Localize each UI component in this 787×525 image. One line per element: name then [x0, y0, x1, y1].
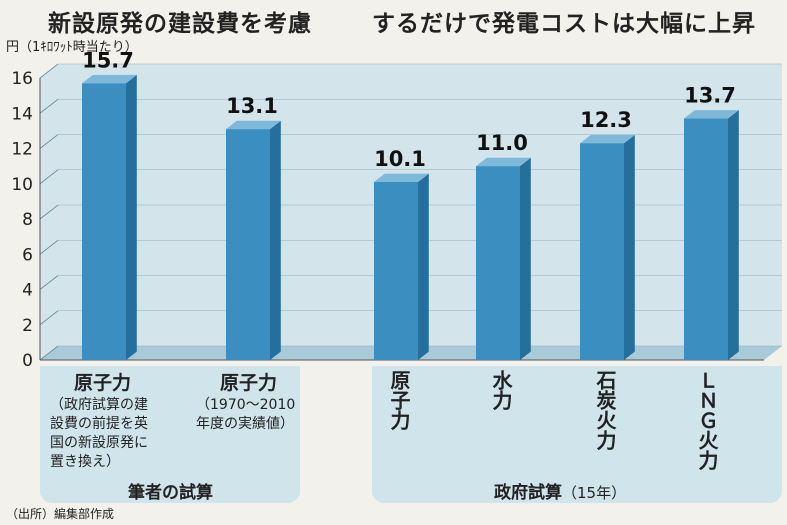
left-group-panel [40, 366, 300, 503]
bar-value-label: 12.3 [580, 108, 632, 132]
left-group-label: 筆者の試算 [128, 483, 213, 503]
y-tick-label: 0 [22, 351, 33, 371]
right-group-label: 政府試算（15年） [494, 478, 626, 503]
bar2-category-label: 原子力 [220, 372, 278, 394]
bar-value-label: 10.1 [374, 147, 426, 171]
bar6-category-label: ＬＮＧ火力 [695, 370, 719, 470]
y-gridline [39, 310, 59, 326]
right-group-year: （15年） [562, 484, 627, 502]
bar-top [684, 110, 739, 119]
y-gridline [39, 345, 59, 361]
bar2-note-line: 年度の実績値） [196, 416, 294, 432]
source-note: （出所）編集部作成 [6, 507, 115, 521]
bar [226, 129, 270, 360]
bar [580, 143, 624, 360]
title-left: 新設原発の建設費を考慮 [48, 11, 312, 37]
bar-side [520, 157, 531, 360]
bar2-note-line: （1970～2010 [196, 397, 296, 413]
y-tick-label: 8 [22, 210, 33, 230]
y-gridline [39, 98, 59, 114]
bar-value-label: 13.7 [684, 84, 736, 108]
bar1-note-line: 国の新設原発に [50, 435, 148, 451]
y-gridline [39, 169, 59, 185]
bar-top [476, 157, 531, 167]
title-right: するだけで発電コストは大幅に上昇 [372, 11, 756, 37]
bar1-note-line: （政府試算の建 [50, 397, 148, 413]
right-group-main: 政府試算 [494, 483, 562, 503]
bar [82, 83, 126, 360]
bar [476, 166, 520, 360]
bar1-note-line: 設費の前提を英 [50, 416, 148, 432]
bar-top [374, 173, 429, 182]
bar [684, 118, 728, 360]
bar-side [126, 74, 137, 360]
y-gridline [39, 63, 59, 79]
y-tick-label: 6 [22, 245, 33, 265]
bar5-category-label: 石炭火力 [593, 370, 617, 450]
y-gridline [39, 239, 59, 255]
y-tick-label: 4 [22, 281, 33, 301]
bar4-category-label: 水力 [489, 370, 513, 410]
bar1-category-label: 原子力 [74, 372, 132, 394]
bar-value-label: 13.1 [226, 94, 278, 118]
bar-side [728, 110, 739, 360]
bar1-note-line: 置き換え） [50, 454, 120, 470]
bar-value-label: 15.7 [82, 48, 134, 72]
y-gridline [39, 134, 59, 149]
bar-value-label: 11.0 [476, 131, 528, 155]
bar3-category-label: 原子力 [387, 370, 411, 430]
y-axis-unit-label: 円（1ｷﾛﾜｯﾄ時当たり） [6, 40, 138, 55]
bar1-note: （政府試算の建 設費の前提を英 国の新設原発に 置き換え） [50, 396, 148, 472]
y-gridline [39, 275, 59, 290]
y-gridline [39, 204, 59, 220]
bar2-note: （1970～2010 年度の実績値） [196, 396, 295, 434]
bar [374, 181, 418, 360]
right-group-panel [372, 366, 782, 503]
bar-side [418, 173, 429, 360]
y-tick-label: 2 [22, 316, 33, 336]
y-tick-label: 16 [11, 69, 33, 89]
bar-top [226, 120, 281, 130]
bar-top [82, 74, 137, 84]
bar-top [580, 134, 635, 144]
bar-side [624, 134, 635, 360]
y-tick-label: 12 [11, 140, 33, 160]
y-tick-label: 10 [11, 175, 33, 195]
bar-side [270, 120, 281, 361]
y-tick-label: 14 [11, 104, 33, 124]
